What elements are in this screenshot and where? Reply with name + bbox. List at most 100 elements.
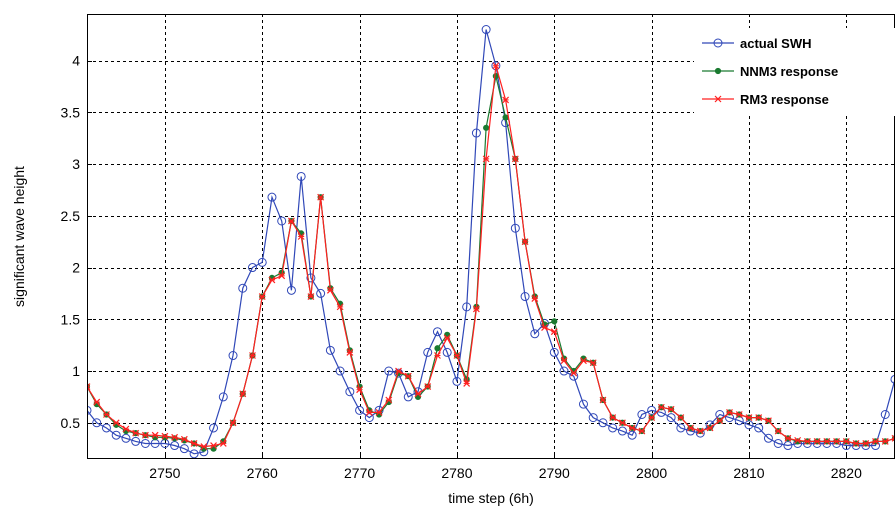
rm3-response-point (424, 383, 432, 390)
actual-swh-point (773, 438, 783, 448)
actual-swh-point (880, 410, 890, 419)
actual-swh-point (481, 25, 491, 35)
actual-swh-point (364, 413, 374, 423)
rm3-response-point (580, 357, 587, 365)
actual-swh-point (296, 171, 306, 181)
actual-swh-point (530, 329, 540, 339)
actual-swh-point (754, 423, 764, 433)
rm3-response-point (443, 334, 451, 342)
rm3-response-point (502, 96, 510, 104)
rm3-response-point (745, 414, 753, 422)
legend-label: actual SWH (740, 36, 812, 51)
rm3-response-point (823, 437, 831, 445)
actual-swh-point (890, 374, 895, 384)
legend-entry-rm3-response: RM3 response (702, 92, 829, 107)
rm3-response-point (482, 155, 490, 163)
actual-swh-point (209, 423, 219, 433)
actual-swh-line (87, 29, 895, 455)
rm3-response-point (268, 276, 276, 284)
actual-swh-point (131, 436, 141, 446)
actual-swh-point (520, 292, 530, 302)
rm3-response-point (258, 293, 266, 300)
rm3-response-point (395, 367, 402, 375)
rm3-response-point (560, 357, 568, 365)
rm3-response-point (414, 390, 422, 398)
x-tick-label: 2810 (733, 465, 764, 481)
rm3-response-point (307, 293, 315, 300)
rm3-response-point (648, 414, 656, 422)
actual-swh-point (325, 345, 335, 355)
actual-swh-point (598, 418, 608, 428)
actual-swh-point (384, 366, 394, 376)
rm3-response-point (492, 62, 500, 70)
legend-entry-actual-swh: actual SWH (702, 36, 812, 51)
rm3-response-point (87, 383, 91, 390)
y-axis-label: significant wave height (11, 166, 27, 307)
actual-swh-point (121, 433, 131, 443)
y-tick-label: 2.5 (61, 208, 81, 224)
rm3-response-point (541, 324, 548, 331)
y-tick-label: 1.5 (61, 311, 81, 327)
rm3-response-series (87, 62, 895, 451)
nnm3-response-point (551, 318, 558, 325)
legend-label: NNM3 response (740, 64, 838, 79)
rm3-response-point (288, 217, 295, 225)
actual-swh-point (763, 433, 773, 443)
rm3-response-point (550, 328, 558, 336)
rm3-response-point (404, 372, 412, 380)
actual-swh-point (744, 420, 754, 430)
legend-marker (714, 95, 722, 103)
actual-swh-point (676, 423, 686, 433)
rm3-response-point (687, 424, 694, 432)
rm3-response-point (93, 398, 101, 406)
rm3-response-point (161, 432, 169, 440)
legend-marker (714, 67, 722, 75)
rm3-response-point (229, 419, 237, 427)
rm3-response-point (813, 437, 821, 445)
rm3-response-point (755, 414, 763, 422)
rm3-response-point (346, 348, 354, 356)
actual-swh-point (218, 392, 228, 402)
y-tick-label: 4 (72, 53, 80, 69)
rm3-response-point (112, 419, 120, 427)
actual-swh-point (87, 405, 92, 415)
x-tick-label: 2770 (344, 465, 375, 481)
rm3-response-point (531, 295, 539, 303)
actual-swh-point (588, 413, 598, 423)
rm3-response-point (833, 437, 841, 445)
rm3-response-point (472, 305, 480, 313)
actual-swh-point (471, 128, 481, 138)
rm3-response-point (618, 419, 626, 427)
actual-swh-point (345, 387, 355, 397)
rm3-response-point (326, 286, 334, 294)
rm3-response-point (872, 437, 879, 445)
rm3-response-point (735, 411, 743, 418)
x-tick-label: 2780 (441, 465, 472, 481)
actual-swh-point (647, 405, 657, 415)
rm3-response-point (200, 443, 208, 451)
rm3-response-point (891, 434, 895, 442)
rm3-response-point (765, 417, 772, 425)
rm3-response-point (599, 396, 607, 404)
y-tick-label: 3 (72, 156, 80, 172)
rm3-response-point (336, 303, 344, 311)
rm3-response-point (589, 359, 597, 367)
rm3-response-point (210, 442, 217, 449)
rm3-response-point (190, 440, 198, 447)
actual-swh-point (355, 405, 365, 415)
rm3-response-point (521, 238, 529, 246)
rm3-response-point (667, 405, 675, 413)
y-tick-label: 1 (72, 363, 80, 379)
actual-swh-point (170, 441, 180, 451)
rm3-response-point (365, 409, 373, 416)
rm3-response-point (141, 431, 149, 439)
actual-swh-point (267, 192, 277, 202)
actual-swh-point (783, 441, 793, 451)
y-tick-label: 0.5 (61, 415, 81, 431)
actual-swh-point (442, 347, 452, 357)
rm3-response-point (511, 155, 519, 163)
actual-swh-point (666, 413, 676, 423)
actual-swh-point (179, 444, 189, 454)
legend: actual SWH NNM3 response RM3 response (694, 28, 895, 116)
